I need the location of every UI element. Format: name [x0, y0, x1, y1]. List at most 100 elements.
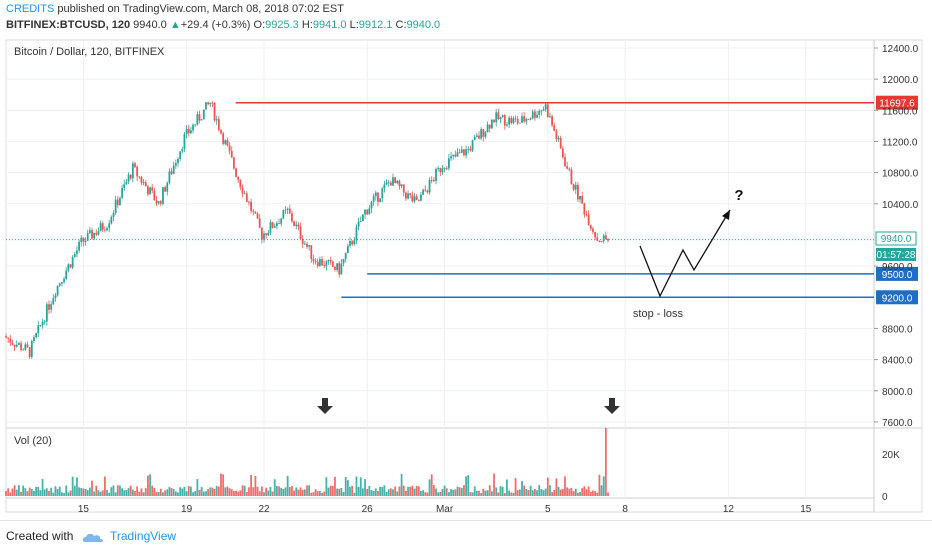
volume-bar [151, 485, 154, 496]
candle-body [136, 166, 139, 177]
price-tick-label: 12000.0 [882, 75, 919, 86]
candle-body [314, 260, 317, 262]
volume-bar [458, 487, 461, 496]
volume-bar [564, 476, 566, 496]
tradingview-brand[interactable]: TradingView [110, 529, 177, 543]
volume-bar [572, 491, 575, 496]
volume-bar [271, 491, 274, 496]
candle-body [488, 124, 491, 129]
volume-bar [250, 474, 252, 496]
candle-body [551, 116, 553, 126]
candle-body [112, 213, 115, 217]
candles [5, 101, 609, 359]
candle-body [194, 124, 197, 126]
price-change: +29.4 (+0.3%) [180, 19, 251, 31]
volume-bar [65, 485, 68, 496]
volume-bar [192, 492, 194, 496]
candle-body [564, 157, 566, 167]
candle-body [342, 259, 345, 264]
candle-body [495, 112, 498, 123]
candle-body [286, 208, 289, 210]
volume-bar [409, 486, 412, 496]
volume-bar [190, 486, 192, 496]
candle-body [45, 304, 48, 322]
candle-body [88, 230, 91, 234]
volume-bar [37, 487, 40, 496]
volume-bar [306, 485, 308, 496]
candle-body [303, 243, 306, 245]
candle-body [443, 168, 446, 169]
candle-body [252, 210, 255, 212]
volume-bar [185, 491, 188, 496]
volume-title: Vol (20) [14, 435, 52, 447]
volume-bar [67, 492, 70, 496]
candle-body [245, 193, 248, 202]
volume-bar [422, 490, 424, 496]
volume-bar [549, 485, 551, 496]
candle-body [372, 196, 375, 202]
price-chart[interactable]: 11697.6 9500.0 9200.0 Bitcoin / Dollar, 12… [0, 36, 932, 520]
candle-body [387, 182, 390, 184]
volume-bar [415, 485, 418, 496]
volume-bar [301, 489, 304, 496]
candle-body [187, 128, 190, 134]
candle-body [147, 186, 149, 195]
volume-bar [506, 479, 508, 496]
volume-bar [131, 489, 134, 496]
price-tick-label: 8800.0 [882, 324, 913, 335]
volume-bar [286, 475, 289, 496]
candle-body [198, 114, 201, 121]
level-tag [876, 95, 918, 110]
volume-bar [372, 490, 375, 496]
volume-bar [385, 491, 388, 496]
volume-bar [224, 487, 227, 496]
candle-body [157, 201, 160, 204]
volume-bar [269, 486, 272, 496]
volume-bar [312, 492, 315, 496]
candle-body [15, 344, 18, 347]
candle-body [269, 222, 272, 233]
candle-body [441, 168, 444, 173]
candle-body [149, 187, 151, 195]
candle-body [512, 118, 515, 124]
candle-body [568, 168, 571, 170]
candle-body [282, 210, 285, 219]
candle-body [445, 168, 448, 169]
candle-body [84, 240, 87, 242]
volume-bar [293, 490, 295, 496]
volume-bar [381, 487, 384, 496]
candle-body [13, 344, 16, 347]
volume-bar [5, 491, 7, 496]
time-tick-label: Mar [436, 504, 454, 515]
volume-bar [104, 476, 106, 496]
chart-frame[interactable]: 11697.6 9500.0 9200.0 Bitcoin / Dollar, 12… [0, 36, 932, 520]
candle-body [56, 285, 59, 296]
price-axis[interactable]: 12400.0 12000.0 11600.0 11200.0 10800.0 10400… [874, 44, 919, 503]
volume-bar [91, 480, 93, 496]
volume-bar [491, 491, 493, 496]
candle-body [116, 199, 119, 206]
candle-body [349, 241, 351, 246]
candle-body [196, 114, 199, 125]
volume-bar [460, 487, 463, 496]
candle-body [471, 140, 474, 151]
time-axis[interactable]: 15 19 22 26 Mar 5 8 12 15 [78, 504, 812, 515]
candle-body [258, 218, 261, 228]
volume-bar [394, 486, 397, 496]
volume-bar [353, 492, 356, 496]
candle-body [452, 154, 455, 157]
volume-bar [142, 492, 145, 496]
chart-header: CREDITS published on TradingView.com, Ma… [0, 0, 932, 36]
volume-bar [308, 485, 311, 496]
volume-bar [503, 492, 506, 496]
publish-line: CREDITS published on TradingView.com, Ma… [6, 3, 344, 15]
author-link[interactable]: CREDITS [6, 3, 55, 15]
open-value: 9925.3 [265, 19, 299, 31]
candle-body [574, 184, 577, 190]
up-triangle-icon: ▲ [169, 19, 181, 31]
candle-body [432, 179, 435, 181]
candle-body [516, 119, 519, 124]
volume-bar [26, 491, 29, 496]
candle-body [306, 243, 308, 247]
volume-bar [400, 473, 403, 496]
